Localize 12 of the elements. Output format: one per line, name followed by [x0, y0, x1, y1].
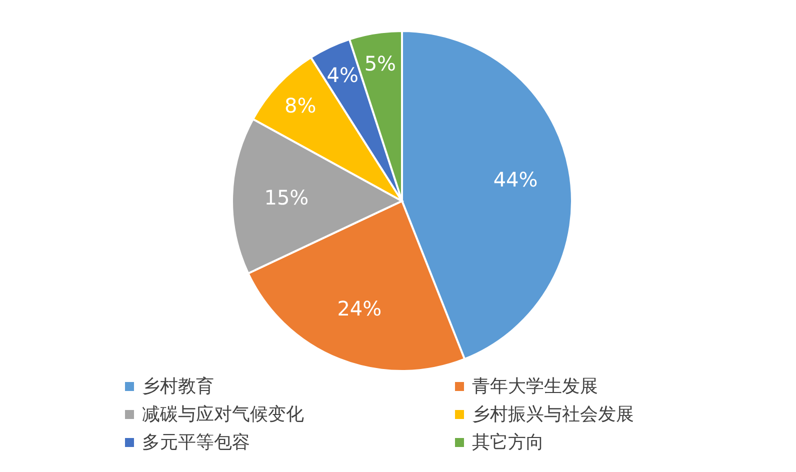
data-label: 8% — [284, 94, 316, 118]
legend-label: 其它方向 — [472, 431, 544, 454]
legend-label: 多元平等包容 — [142, 431, 250, 454]
data-label: 15% — [264, 185, 309, 210]
legend-label: 减碳与应对气候变化 — [142, 403, 304, 426]
data-label: 44% — [493, 167, 538, 192]
data-label: 5% — [364, 51, 396, 76]
data-label: 24% — [337, 296, 382, 320]
legend-label: 乡村振兴与社会发展 — [472, 403, 634, 426]
legend-label: 乡村教育 — [142, 375, 214, 398]
data-label: 4% — [326, 62, 359, 87]
legend-label: 青年大学生发展 — [472, 375, 598, 398]
